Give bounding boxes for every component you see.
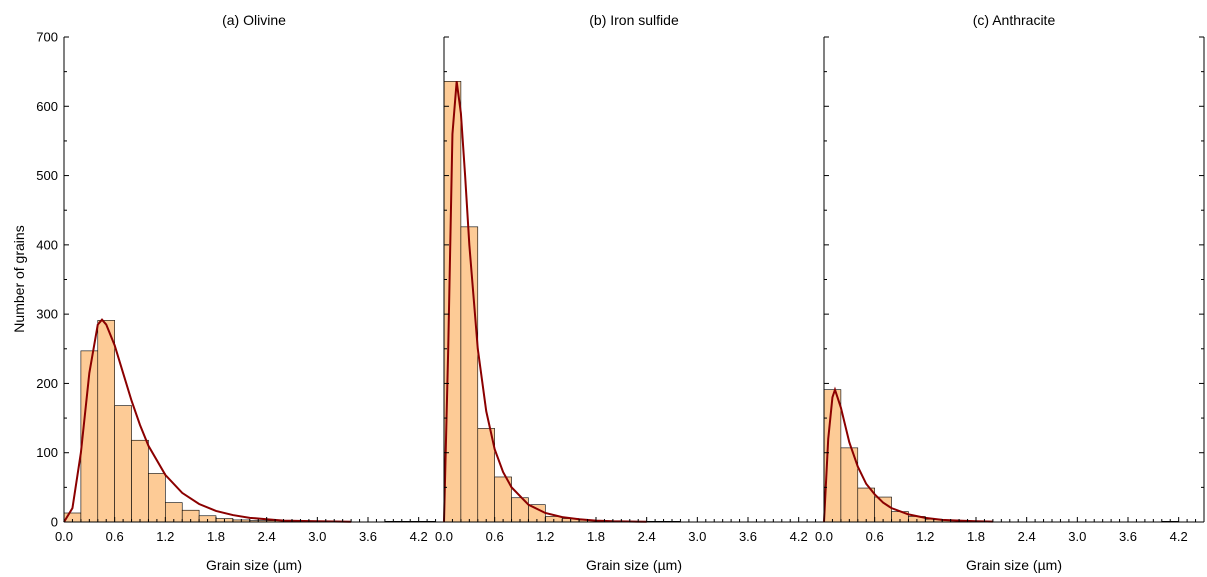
x-axis-title: Grain size (µm) [966, 557, 1062, 573]
x-tick-label: 2.4 [638, 529, 656, 544]
x-tick-label: 1.8 [207, 529, 225, 544]
x-axis-title: Grain size (µm) [206, 557, 302, 573]
fit-curve [823, 386, 993, 523]
y-tick-label: 200 [36, 376, 58, 391]
x-tick-label: 1.2 [916, 529, 934, 544]
histogram-bar [114, 405, 132, 523]
histogram-bar [477, 428, 495, 523]
x-tick-label: 4.2 [1170, 529, 1188, 544]
panel-title: (b) Iron sulfide [589, 12, 679, 28]
y-tick-label: 0 [51, 515, 58, 530]
x-tick-label: 0.0 [55, 529, 73, 544]
x-tick-label: 0.6 [866, 529, 884, 544]
x-tick-label: 4.2 [790, 529, 808, 544]
x-tick-label: 1.2 [536, 529, 554, 544]
panel-title: (c) Anthracite [973, 12, 1056, 28]
y-tick-label: 400 [36, 237, 58, 252]
panel-title: (a) Olivine [222, 12, 286, 28]
y-axis-title: Number of grains [11, 225, 27, 332]
x-tick-label: 3.0 [688, 529, 706, 544]
x-tick-label: 3.6 [739, 529, 757, 544]
x-tick-label: 0.6 [486, 529, 504, 544]
y-tick-label: 600 [36, 99, 58, 114]
x-tick-label: 2.4 [1018, 529, 1036, 544]
x-tick-label: 0.0 [435, 529, 453, 544]
x-tick-label: 3.6 [359, 529, 377, 544]
x-axis-title: Grain size (µm) [586, 557, 682, 573]
x-tick-label: 1.8 [587, 529, 605, 544]
x-tick-label: 3.0 [308, 529, 326, 544]
y-tick-label: 300 [36, 307, 58, 322]
histogram-bar [148, 473, 166, 523]
x-tick-label: 1.8 [967, 529, 985, 544]
histogram-bar [97, 320, 115, 523]
y-tick-label: 500 [36, 168, 58, 183]
histogram-bar [857, 487, 875, 523]
histogram-bar [874, 496, 892, 523]
x-tick-label: 0.0 [815, 529, 833, 544]
x-tick-label: 1.2 [156, 529, 174, 544]
histogram-bar [460, 226, 479, 523]
fit-curve [63, 318, 352, 523]
histogram-bar [131, 439, 149, 523]
x-tick-label: 4.2 [410, 529, 428, 544]
x-tick-label: 2.4 [258, 529, 276, 544]
panel-0: 0 100 200 300 400 500 600 700 0.0 0.6 1.2 1.8 2.4 3.0… [36, 12, 445, 573]
panel-2: 0.0 0.6 1.2 1.8 2.4 3.0 3.6 4.2 (c) Anthracite Gr… [815, 12, 1205, 573]
y-tick-label: 700 [36, 30, 58, 45]
x-tick-label: 3.6 [1119, 529, 1137, 544]
x-tick-label: 3.0 [1068, 529, 1086, 544]
y-tick-label: 100 [36, 445, 58, 460]
panels: 0 100 200 300 400 500 600 700 0.0 0.6 1.2 1.8 2.4 3.0… [36, 12, 1205, 573]
panel-1: 0.0 0.6 1.2 1.8 2.4 3.0 3.6 4.2 (b) Iron sulfide… [435, 12, 825, 573]
x-tick-label: 0.6 [106, 529, 124, 544]
